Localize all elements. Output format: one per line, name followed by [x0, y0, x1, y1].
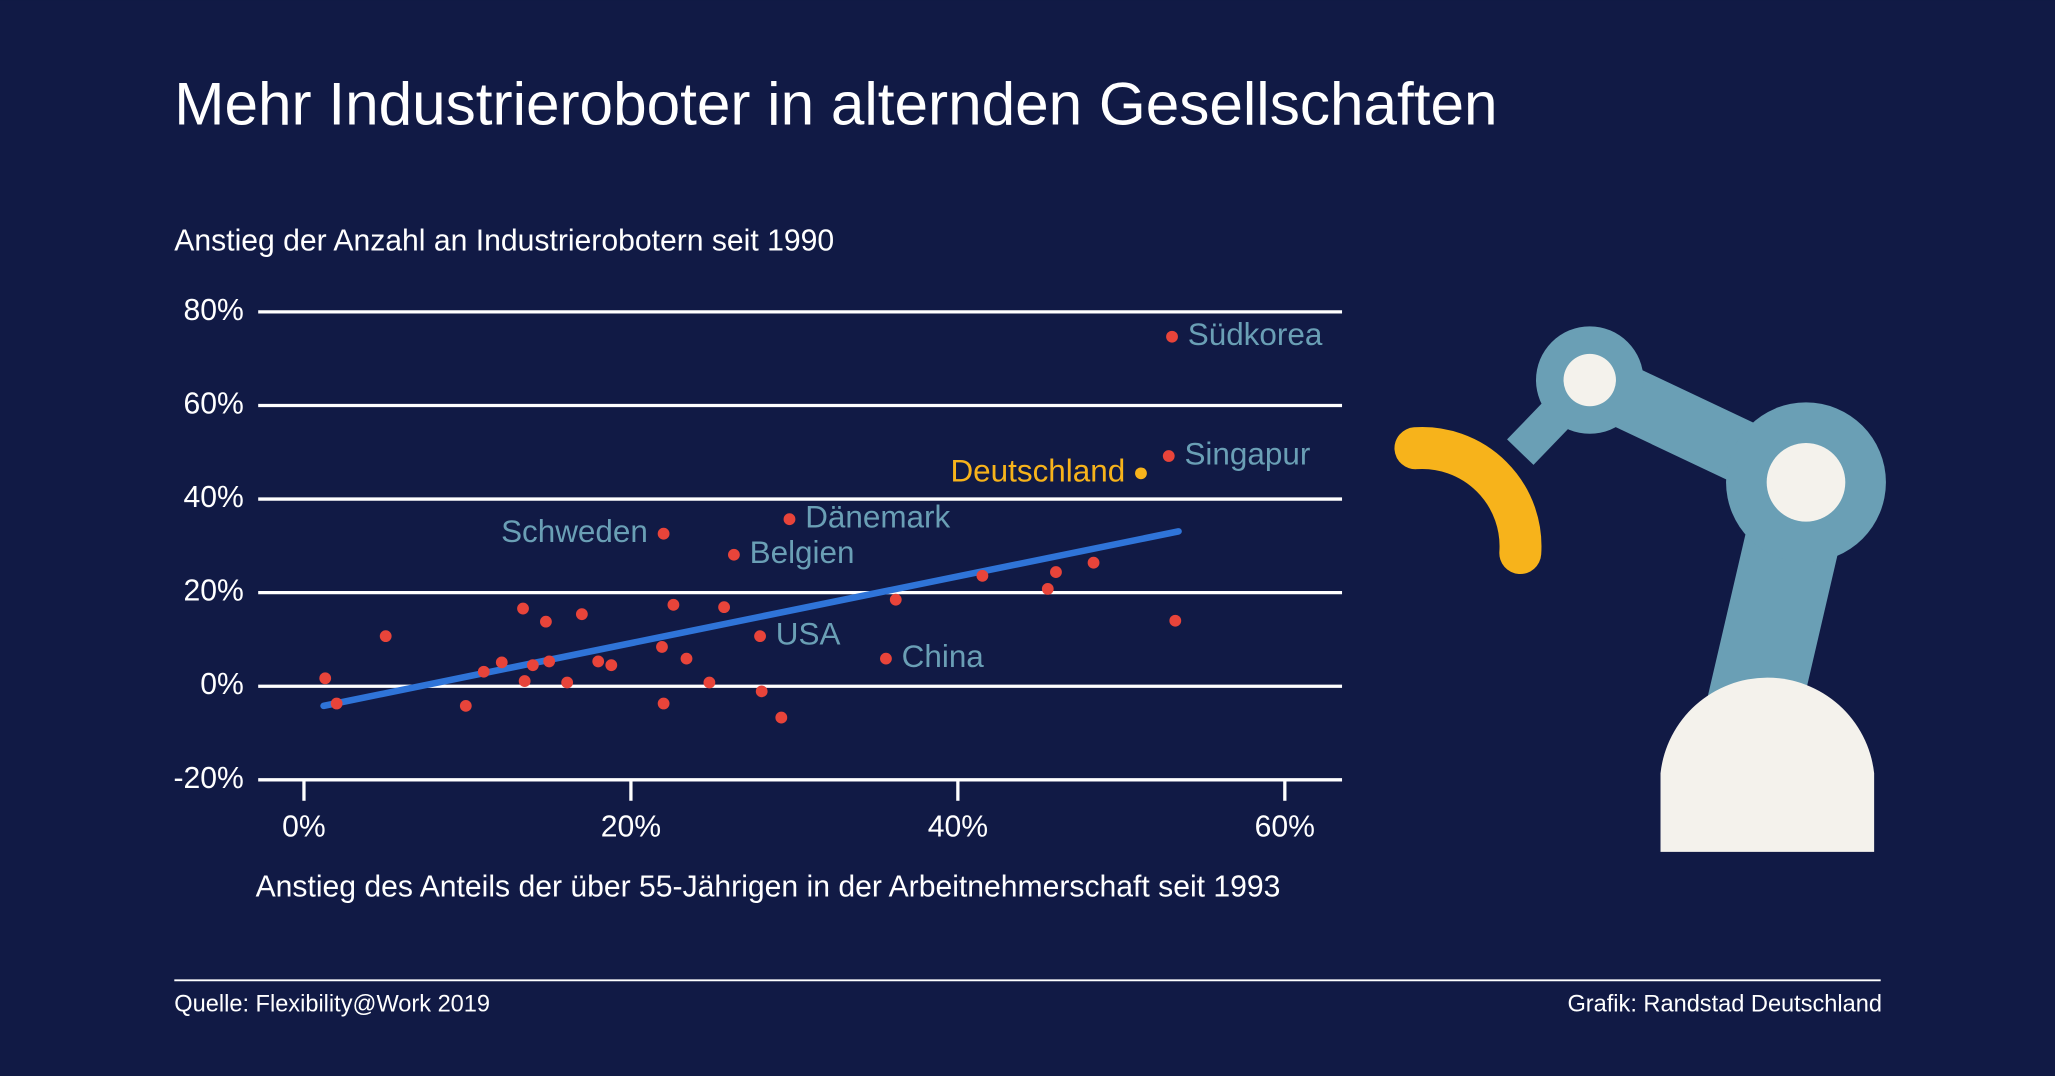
data-point	[330, 697, 343, 710]
data-point	[1162, 450, 1175, 462]
robot-joint-inner	[1563, 353, 1616, 407]
data-point	[889, 593, 902, 606]
data-point	[459, 699, 472, 712]
y-tick-label: 80%	[183, 294, 243, 327]
data-point	[754, 630, 766, 643]
data-point	[592, 655, 605, 668]
y-tick-label: 20%	[183, 575, 243, 608]
point-label: Dänemark	[805, 500, 950, 535]
data-point	[605, 659, 618, 672]
data-point	[540, 615, 552, 628]
y-tick-label: 60%	[183, 387, 243, 420]
data-point	[477, 665, 490, 678]
point-label: Deutschland	[950, 454, 1125, 489]
robot-joint-inner	[1766, 442, 1846, 522]
credit: Grafik: Randstad Deutschland	[1567, 990, 1882, 1016]
point-label: Belgien	[750, 535, 855, 570]
point-label: Schweden	[501, 514, 648, 549]
x-axis-label: Anstieg des Anteils der über 55-Jährigen…	[256, 871, 1281, 904]
x-tick-label: 20%	[601, 810, 661, 843]
data-point	[517, 602, 529, 615]
data-point	[561, 676, 574, 689]
data-point	[680, 652, 693, 665]
data-point	[319, 672, 332, 685]
point-label: USA	[776, 616, 841, 651]
data-point	[718, 601, 730, 614]
point-label: China	[902, 639, 985, 674]
data-point	[656, 641, 668, 653]
source: Quelle: Flexibility@Work 2019	[174, 990, 490, 1016]
data-point	[728, 548, 740, 561]
y-tick-label: 40%	[183, 481, 243, 514]
point-label: Singapur	[1184, 436, 1310, 471]
data-point	[1050, 566, 1062, 578]
data-point	[755, 685, 768, 698]
chart-title: Mehr Industrieroboter in alternden Gesel…	[174, 70, 1497, 138]
data-point	[667, 598, 680, 611]
data-point	[976, 569, 989, 582]
data-point	[495, 656, 508, 669]
data-point	[657, 527, 670, 540]
x-tick-label: 40%	[928, 810, 988, 843]
data-point	[703, 676, 716, 689]
data-point	[1041, 583, 1054, 595]
data-point	[1166, 330, 1178, 343]
data-point	[880, 652, 892, 665]
robot-gripper	[1394, 427, 1542, 575]
x-tick-label: 0%	[282, 810, 326, 843]
trend-line	[320, 528, 1182, 710]
data-point	[575, 608, 588, 621]
y-axis-label: Anstieg der Anzahl an Industrierobotern …	[174, 224, 834, 257]
data-point	[518, 675, 531, 687]
robot-base	[1660, 677, 1875, 852]
robot-illustration	[1394, 326, 1886, 852]
data-point	[775, 711, 788, 724]
y-tick-label: -20%	[173, 762, 243, 795]
data-point	[783, 513, 796, 526]
data-point	[379, 630, 392, 643]
data-point	[1169, 614, 1182, 627]
x-tick-label: 60%	[1255, 810, 1315, 843]
data-point	[1135, 467, 1147, 480]
data-point	[526, 659, 539, 672]
point-label: Südkorea	[1188, 317, 1323, 352]
y-tick-label: 0%	[200, 668, 244, 701]
data-point	[657, 697, 670, 710]
data-point	[543, 655, 556, 668]
data-point	[1087, 556, 1100, 569]
